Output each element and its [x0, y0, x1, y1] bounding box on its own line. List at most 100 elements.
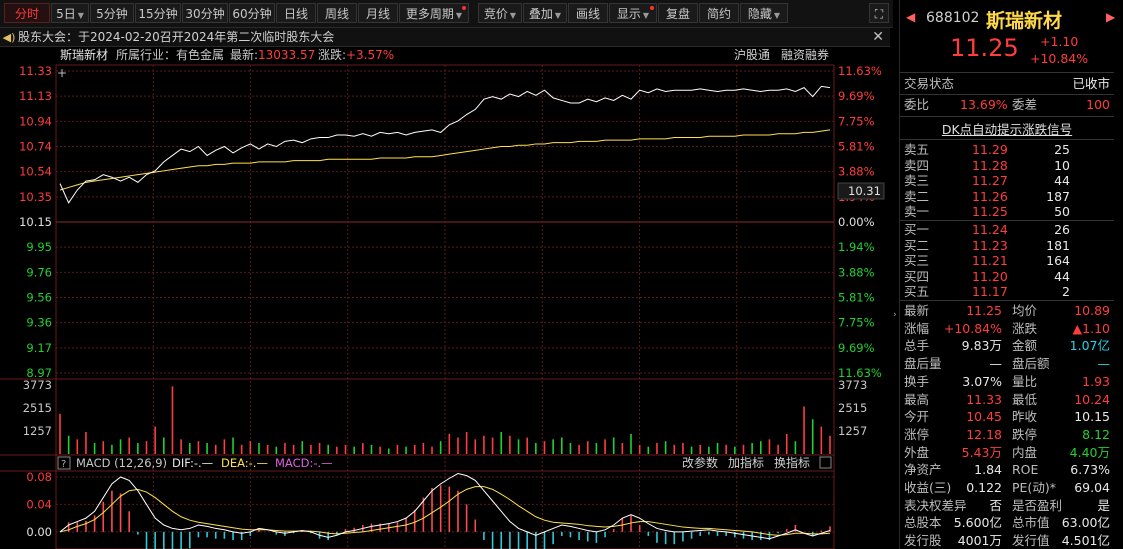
- toolbar-item-13[interactable]: 显示 ▼: [609, 3, 657, 23]
- notice-text: 股东大会：于2024-02-20召开2024年第二次临时股东大会: [18, 30, 335, 44]
- book-volume: 44: [1054, 268, 1070, 284]
- stat-row: 总手 9.83万 金额 1.07亿: [900, 337, 1114, 355]
- stat-label: 跌停: [1012, 426, 1038, 442]
- toolbar-item-5[interactable]: 60分钟: [229, 3, 275, 23]
- stat-row: 净资产 1.84 ROE 6.73%: [900, 461, 1114, 479]
- price-axis-label: 9.56: [26, 291, 52, 305]
- stat-value: 5.600亿: [953, 515, 1002, 531]
- notice-bar: ◀) 股东大会：于2024-02-20召开2024年第二次临时股东大会 ✕: [0, 28, 890, 47]
- book-price: 11.29: [972, 142, 1008, 157]
- stat-label: 盘后额: [1012, 356, 1050, 372]
- last-price: 11.25: [950, 34, 1019, 62]
- book-row[interactable]: 卖四 11.28 10: [900, 158, 1114, 174]
- signal-link[interactable]: DK点自动提示涨跌信号: [941, 122, 1073, 137]
- change-label: 涨跌:: [318, 47, 346, 62]
- macd-title: MACD (12,26,9): [76, 456, 167, 470]
- toolbar-item-6[interactable]: 日线: [276, 3, 316, 23]
- trade-status-row: 交易状态 已收市: [904, 76, 1110, 91]
- book-price: 11.27: [972, 173, 1008, 188]
- book-row[interactable]: 卖五 11.29 25: [900, 142, 1114, 158]
- back-arrow-icon[interactable]: ◀: [906, 10, 916, 24]
- toolbar-item-label: 隐藏: [747, 7, 772, 21]
- book-row[interactable]: 买五 11.17 2: [900, 284, 1114, 300]
- stat-label: 最高: [904, 391, 930, 407]
- stat-row: 涨停 12.18 跌停 8.12: [900, 426, 1114, 444]
- toolbar-item-16[interactable]: 隐藏 ▼: [740, 3, 788, 23]
- toolbar-item-4[interactable]: 30分钟: [182, 3, 228, 23]
- book-row[interactable]: 买一 11.24 26: [900, 222, 1114, 238]
- toolbar-item-3[interactable]: 15分钟: [135, 3, 181, 23]
- close-icon[interactable]: ✕: [872, 29, 884, 45]
- toolbar-item-label: 叠加: [528, 7, 553, 21]
- price-line: [59, 85, 831, 204]
- stat-value: 11.25: [966, 303, 1002, 318]
- book-row[interactable]: 买三 11.21 164: [900, 253, 1114, 269]
- toolbar-item-11[interactable]: 叠加 ▼: [523, 3, 567, 23]
- book-volume: 187: [1046, 188, 1070, 204]
- toolbar-item-9[interactable]: 更多周期 ▼: [399, 3, 469, 23]
- macd-value: MACD:-.—: [275, 456, 333, 470]
- price-axis-label: 9.95: [26, 240, 52, 254]
- pct-axis-label: 9.69%: [838, 89, 875, 103]
- intraday-chart[interactable]: 斯瑞新材 所属行业：有色金属 最新: 13033.57 涨跌: +3.57% 沪股通 融资融券…: [0, 47, 893, 549]
- cursor-label-box: [837, 182, 885, 200]
- chart-industry: 所属行业：有色金属: [116, 47, 224, 62]
- stat-row: 外盘 5.43万 内盘 4.40万: [900, 444, 1114, 462]
- toolbar-item-10[interactable]: 竞价 ▼: [478, 3, 522, 23]
- chevron-down-icon: ▼: [509, 11, 517, 20]
- panel-splitter[interactable]: ›: [893, 310, 897, 320]
- fullscreen-icon[interactable]: ⛶: [869, 3, 889, 23]
- toolbar-item-15[interactable]: 简约: [699, 3, 739, 23]
- pct-axis-label: 5.81%: [838, 140, 875, 154]
- dea-line: [59, 486, 831, 536]
- forward-arrow-icon[interactable]: ▶: [1106, 10, 1116, 24]
- stat-label: 总手: [904, 338, 930, 354]
- chevron-down-icon: ▼: [642, 11, 650, 20]
- stat-value: 12.18: [966, 426, 1002, 442]
- book-row[interactable]: 买四 11.20 44: [900, 269, 1114, 285]
- stat-value: 10.24: [1074, 391, 1110, 407]
- book-row[interactable]: 卖二 11.26 187: [900, 189, 1114, 205]
- toolbar-item-7[interactable]: 周线: [317, 3, 357, 23]
- book-row[interactable]: 买二 11.23 181: [900, 238, 1114, 254]
- stat-value: 4.40万: [1069, 444, 1110, 460]
- pct-axis-label: 9.69%: [838, 341, 875, 355]
- stat-label: 今开: [904, 409, 930, 425]
- stat-value: 是: [1097, 497, 1110, 513]
- stat-value: 否: [989, 497, 1002, 513]
- price-axis-label: 9.76: [26, 265, 52, 279]
- book-row[interactable]: 卖三 11.27 44: [900, 173, 1114, 189]
- cursor-label: 10.31: [848, 184, 881, 198]
- latest-value: 13033.57: [258, 48, 315, 62]
- stat-label: 最新: [904, 303, 930, 318]
- toolbar-item-14[interactable]: 复盘: [658, 3, 698, 23]
- stat-value: +10.84%: [943, 320, 1002, 336]
- book-level-label: 买三: [904, 253, 930, 268]
- stat-value: 4.501亿: [1061, 533, 1110, 549]
- pct-axis-label: 11.63%: [838, 366, 882, 380]
- stat-value: 1.93: [1082, 373, 1110, 389]
- toolbar-item-2[interactable]: 5分钟: [90, 3, 134, 23]
- book-row[interactable]: 卖一 11.25 50: [900, 204, 1114, 220]
- book-volume: 10: [1054, 157, 1070, 173]
- tag-hgt: 沪股通: [734, 48, 770, 62]
- stock-code: 688102: [926, 10, 980, 26]
- toolbar-item-0[interactable]: 分时: [4, 3, 50, 23]
- stat-label: PE(动)*: [1012, 480, 1056, 495]
- volume-axis-label: 2515: [23, 401, 52, 415]
- book-price: 11.23: [972, 237, 1008, 253]
- latest-label: 最新:: [230, 47, 258, 62]
- toolbar-item-1[interactable]: 5日 ▼: [51, 3, 89, 23]
- toolbar-item-8[interactable]: 月线: [358, 3, 398, 23]
- stat-row: 表决权差异 否是否盈利 是: [900, 497, 1114, 515]
- price-axis-label: 9.17: [26, 341, 52, 355]
- book-level-label: 买四: [904, 268, 930, 284]
- volume-axis-label-right: 3773: [838, 378, 867, 392]
- pct-axis-label: 1.94%: [838, 240, 875, 254]
- book-level-label: 买二: [904, 237, 930, 253]
- stat-label: 量比: [1012, 373, 1038, 389]
- toolbar-item-12[interactable]: 画线: [568, 3, 608, 23]
- stat-value: 63.00亿: [1061, 515, 1110, 531]
- stat-value: 3.07%: [962, 373, 1002, 389]
